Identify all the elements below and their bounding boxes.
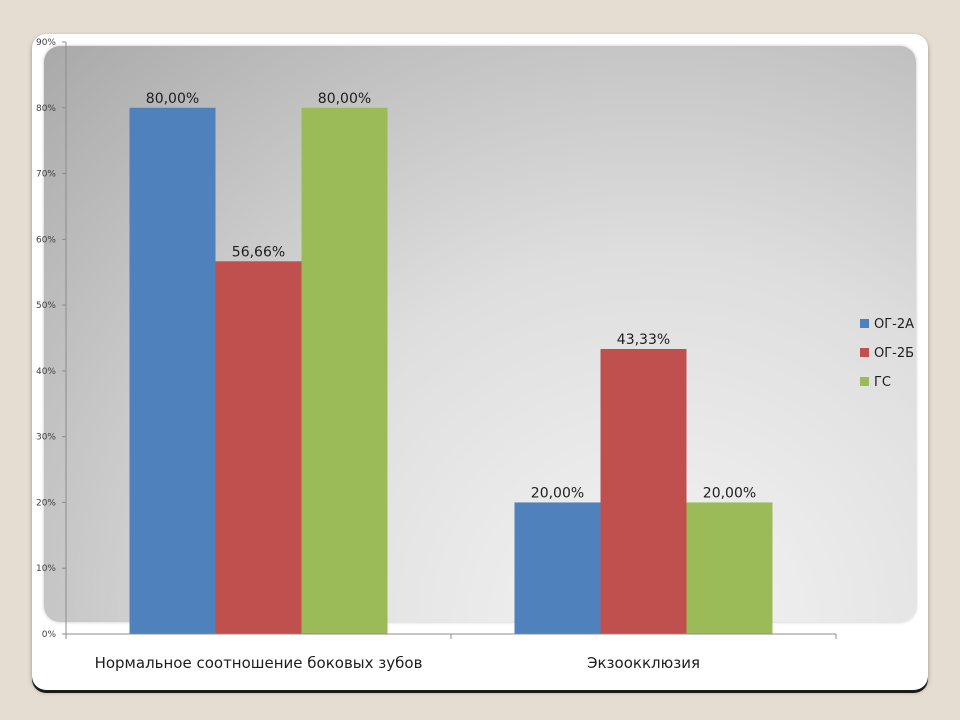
- data-label: 56,66%: [232, 244, 285, 260]
- bar: [600, 348, 687, 634]
- data-label: 20,00%: [703, 485, 756, 501]
- y-tick-label: 60%: [36, 235, 56, 245]
- legend-swatch: [860, 319, 869, 328]
- y-tick-label: 0%: [42, 630, 57, 640]
- x-category-label: Нормальное соотношение боковых зубов: [95, 654, 423, 672]
- bar: [301, 107, 388, 635]
- legend-label: ОГ-2Б: [874, 346, 914, 361]
- y-axis: 0% 10% 20% 30% 40% 50% 60% 70% 80% 90%: [36, 38, 67, 640]
- y-tick-label: 30%: [36, 433, 56, 443]
- x-axis: Нормальное соотношение боковых зубов Экзо…: [65, 633, 837, 672]
- x-category-label: Экзоокклюзия: [587, 654, 700, 672]
- bar: [215, 261, 302, 634]
- y-tick-label: 50%: [36, 301, 56, 311]
- bar: [129, 107, 216, 635]
- legend-swatch: [860, 348, 869, 357]
- y-tick-label: 40%: [36, 367, 56, 377]
- legend-swatch: [860, 377, 869, 386]
- y-tick-label: 70%: [36, 170, 56, 180]
- bar: [686, 502, 773, 634]
- data-label: 20,00%: [531, 485, 584, 501]
- bar: [514, 502, 601, 634]
- data-label: 80,00%: [318, 91, 371, 107]
- y-tick-label: 90%: [36, 38, 56, 48]
- y-tick-label: 80%: [36, 104, 56, 114]
- y-tick-label: 20%: [36, 498, 56, 508]
- y-tick-label: 10%: [36, 564, 56, 574]
- legend-label: ГС: [874, 375, 891, 390]
- data-label: 43,33%: [617, 332, 670, 348]
- data-label: 80,00%: [146, 91, 199, 107]
- legend-label: ОГ-2А: [874, 317, 914, 332]
- legend: ОГ-2А ОГ-2Б ГС: [860, 317, 914, 390]
- bars: 80,00% 56,66% 80,00% 20,00% 43,33% 20,00%: [129, 91, 773, 635]
